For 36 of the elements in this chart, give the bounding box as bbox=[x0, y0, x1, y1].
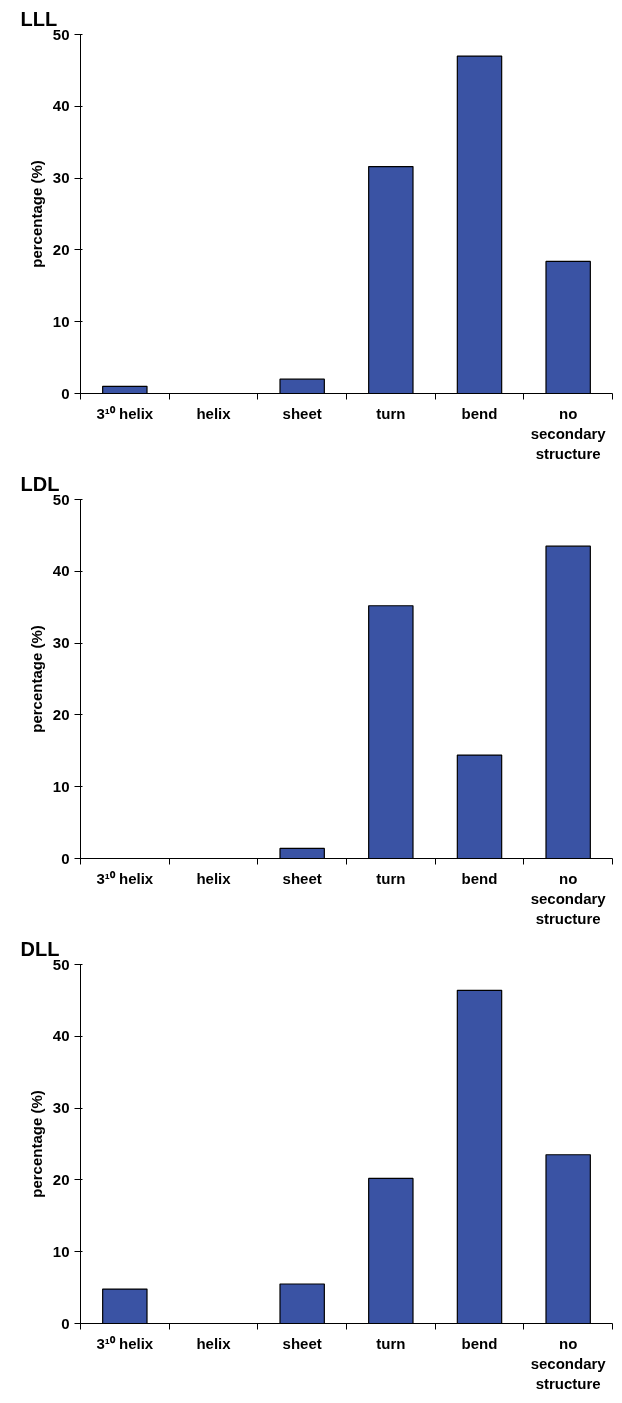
x-tick-label: 3¹⁰ helix bbox=[96, 404, 154, 422]
y-tick-label: 0 bbox=[61, 1314, 70, 1332]
x-tick-label: sheet bbox=[282, 869, 322, 887]
y-axis-title: percentage (%) bbox=[27, 160, 45, 268]
y-tick-label: 10 bbox=[52, 777, 70, 795]
x-tick-label: 3¹⁰ helix bbox=[96, 869, 154, 887]
x-tick-label: no secondary structure bbox=[530, 404, 607, 463]
y-tick-label: 0 bbox=[61, 849, 70, 867]
x-tick-label: bend bbox=[461, 1334, 498, 1352]
x-tick-label: sheet bbox=[282, 1334, 322, 1352]
y-tick-label: 40 bbox=[52, 97, 70, 115]
x-tick-label: helix bbox=[196, 404, 232, 422]
y-tick-label: 10 bbox=[52, 312, 70, 330]
y-tick-label: 0 bbox=[61, 384, 70, 402]
x-tick-label: turn bbox=[376, 869, 406, 887]
x-tick-label: no secondary structure bbox=[530, 869, 607, 928]
y-tick-label: 10 bbox=[52, 1242, 70, 1260]
y-tick-label: 30 bbox=[52, 634, 70, 652]
x-tick-label: no secondary structure bbox=[530, 1334, 607, 1393]
x-tick-label: sheet bbox=[282, 404, 322, 422]
y-tick-label: 30 bbox=[52, 169, 70, 187]
x-tick-label: bend bbox=[461, 869, 498, 887]
y-tick-label: 20 bbox=[52, 240, 70, 258]
x-tick-label: turn bbox=[376, 1334, 406, 1352]
y-tick-label: 30 bbox=[52, 1099, 70, 1117]
x-tick-label: helix bbox=[196, 869, 232, 887]
x-tick-label: helix bbox=[196, 1334, 232, 1352]
x-tick-label: bend bbox=[461, 404, 498, 422]
y-axis-title: percentage (%) bbox=[27, 1090, 45, 1198]
y-tick-label: 20 bbox=[52, 705, 70, 723]
y-tick-label: 40 bbox=[52, 562, 70, 580]
x-tick-label: 3¹⁰ helix bbox=[96, 1334, 154, 1352]
y-axis-title: percentage (%) bbox=[27, 625, 45, 733]
y-tick-label: 40 bbox=[52, 1027, 70, 1045]
y-tick-label: 20 bbox=[52, 1170, 70, 1188]
x-tick-label: turn bbox=[376, 404, 406, 422]
